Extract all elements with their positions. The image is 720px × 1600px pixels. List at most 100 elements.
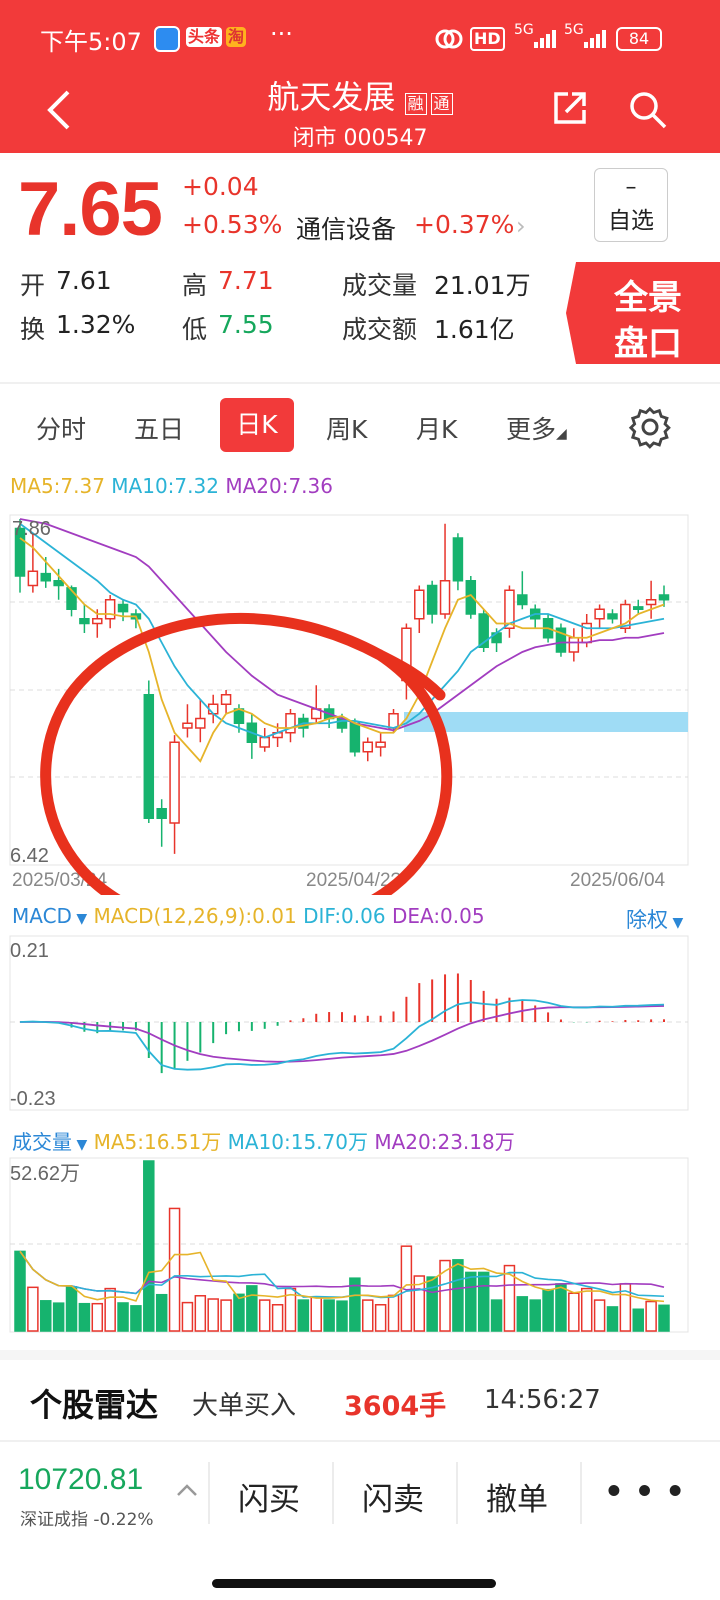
turnover-value: 1.32% [56,310,136,339]
candle-body [27,570,39,587]
index-name: 深证成指 [20,1510,88,1530]
volume-bar [168,1207,181,1332]
ma-legend: MA5:7.37 MA10:7.32 MA20:7.36 [10,474,333,498]
tab-monthly-k[interactable]: 月K [416,415,458,444]
candle-body [375,741,386,748]
volume-bar [593,1299,606,1332]
home-indicator[interactable] [212,1579,496,1588]
chevron-up-icon[interactable] [176,1482,198,1501]
candle-body [414,589,425,620]
divider [208,1462,210,1524]
macd-dea: DEA:0.05 [391,904,485,928]
vol-ma10: MA10:15.70万 [227,1130,368,1154]
candle-body [53,580,64,587]
macd-caret-icon: ▼ [71,911,88,927]
volume-bar [465,1271,477,1332]
tab-weekly-k[interactable]: 周K [326,415,368,444]
tab-daily-k[interactable]: 日K [220,398,294,452]
candle-body [259,736,270,748]
macd-label[interactable]: MACD [12,904,72,928]
adjust-toggle[interactable]: 除权 ▼ [626,904,683,934]
candle-body [439,580,451,615]
volume-bar [374,1304,387,1332]
margin-tag: 融 [404,92,427,115]
macd-ymin-label: -0.23 [10,1088,56,1110]
chevron-left-icon [47,90,70,130]
link-icon [434,24,464,58]
chevron-right-icon: › [516,212,526,240]
volume-bar [490,1299,503,1332]
vol-ma5: MA5:16.51万 [93,1130,222,1154]
candle-body [568,637,580,653]
vol-ma20-line [19,1250,665,1295]
candle-body [504,589,515,629]
divider [332,1462,334,1524]
flash-buy-button[interactable]: 闪买 [238,1482,300,1518]
page-title: 航天发展 [267,78,396,116]
k-ymin-label: 6.42 [10,845,49,867]
volume-chart[interactable]: 52.62万 [0,1154,720,1334]
candle-body [555,627,567,653]
volume-bar [233,1293,245,1332]
volume-legend: 成交量 ▼ MA5:16.51万 MA10:15.70万 MA20:23.18万 [12,1126,515,1155]
volume-bar [207,1298,219,1332]
candle-body [66,587,77,610]
candle-body [645,599,657,606]
vol-ma20: MA20:23.18万 [374,1130,515,1154]
dea-line [19,1005,665,1063]
volume-bar [542,1288,554,1332]
tab-five-day[interactable]: 五日 [134,415,185,444]
amount-label: 成交额 [342,315,418,344]
panorama-button[interactable]: 全景 盘口 [566,262,720,368]
sector-name[interactable]: 通信设备 [296,215,397,244]
candle-body [607,613,618,620]
volume-bar [349,1277,361,1332]
tab-more-label: 更多 [506,415,557,444]
header-subtitle: 闭市 000547 [292,126,428,151]
volume-bar [104,1287,116,1332]
volume-bar [246,1285,258,1332]
more-button[interactable]: • • • [604,1474,686,1510]
battery-icon: 84 [616,27,662,51]
tab-more[interactable]: 更多◢ [506,410,567,446]
volume-label[interactable]: 成交量 [12,1130,72,1154]
candle-body [40,572,52,582]
section-gap [0,1350,720,1360]
candle-body [79,618,90,625]
search-button[interactable] [628,90,668,134]
candlestick-chart[interactable]: 7.86 6.42 2025/03/24 2025/04/2? 2025/06/… [0,505,720,895]
flash-sell-button[interactable]: 闪卖 [362,1482,424,1518]
share-button[interactable] [552,90,588,130]
candle-body [104,599,116,620]
search-icon [630,92,667,129]
chart-settings-button[interactable] [628,405,672,453]
candle-body [620,603,631,629]
candle-body [117,603,129,613]
status-time: 下午5:07 [40,28,142,56]
index-info[interactable]: 深证成指 -0.22% [20,1505,154,1530]
hd-icon: HD [470,27,505,51]
volume-bar [477,1271,490,1332]
signal-label-1: 5G [514,22,534,38]
volume-bar [503,1264,516,1332]
macd-chart[interactable]: 0.21 -0.23 [0,930,720,1115]
sector-pct[interactable]: +0.37% [414,210,515,239]
volume-bar [336,1300,348,1332]
cancel-order-button[interactable]: 撤单 [486,1482,548,1518]
volume-bar [258,1299,271,1332]
ma5-line [19,537,665,763]
index-value[interactable]: 10720.81 [18,1463,144,1496]
volume-bar [568,1292,580,1332]
volume-bar [117,1302,129,1332]
low-value: 7.55 [218,310,274,339]
amount-value: 1.61亿 [434,315,515,344]
low-label: 低 [182,315,208,344]
watchlist-button[interactable]: – 自选 [594,168,668,242]
volume-bar [632,1308,644,1332]
watchlist-label: 自选 [608,208,654,234]
radar-title: 个股雷达 [30,1386,159,1424]
back-button[interactable] [42,88,74,136]
tab-intraday[interactable]: 分时 [36,415,87,444]
volume-bar [194,1295,207,1332]
volume-bar [580,1287,593,1332]
